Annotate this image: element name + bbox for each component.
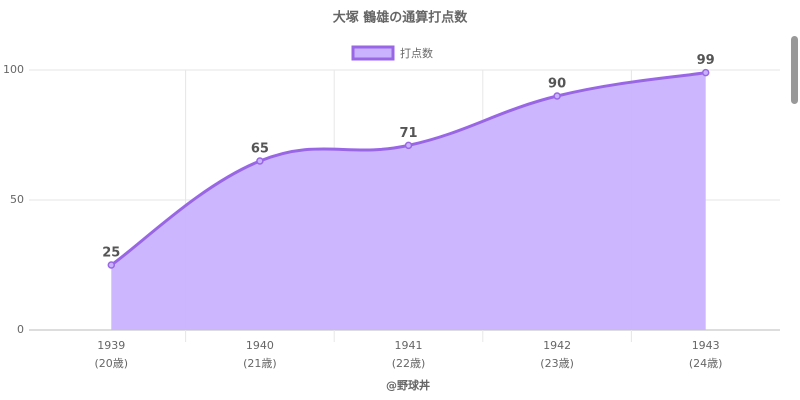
value-label: 90 [548,77,566,92]
point [404,141,413,150]
value-label: 71 [399,126,417,141]
legend-label: 打点数 [400,46,433,60]
x-tick-sublabel: (23歳) [540,357,574,370]
point [701,68,710,77]
point [256,157,264,165]
x-tick-label: 1942 [543,339,571,352]
scrollbar[interactable] [791,36,798,104]
value-label: 25 [102,246,120,261]
y-tick-label: 50 [10,193,24,206]
x-tick-label: 1940 [246,339,274,352]
point [553,92,561,100]
x-tick-sublabel: (24歳) [689,357,723,370]
x-tick-sublabel: (20歳) [95,357,129,370]
x-tick-label: 1943 [692,339,720,352]
chart-title: 大塚 鶴雄の通算打点数 [333,10,469,26]
x-tick-label: 1941 [395,339,423,352]
legend-swatch [351,45,395,61]
x-axis-title: @野球丼 [386,378,430,392]
value-label: 65 [251,142,269,157]
point [107,261,116,269]
y-tick-label: 0 [17,323,24,336]
area [111,72,706,330]
value-label: 99 [697,53,715,68]
x-tick-sublabel: (22歳) [392,357,426,370]
y-tick-label: 100 [3,63,24,76]
x-tick-sublabel: (21歳) [243,357,277,370]
x-tick-label: 1939 [97,339,125,352]
